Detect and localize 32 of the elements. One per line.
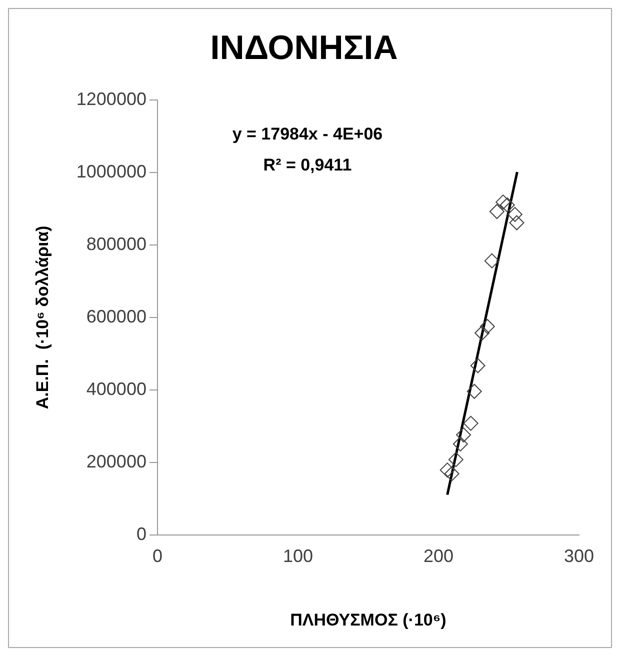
- y-axis-title: Α.Ε.Π. (·10⁶ δολλάρια): [32, 226, 52, 410]
- y-tick-label: 1000000: [76, 161, 146, 182]
- x-tick-label: 300: [564, 546, 594, 566]
- x-tick-label: 0: [152, 546, 162, 566]
- point: [456, 427, 471, 442]
- point: [466, 384, 482, 399]
- x-tick-label: 200: [423, 546, 454, 566]
- point: [480, 318, 495, 334]
- point: [489, 204, 504, 219]
- point: [452, 436, 468, 452]
- point: [496, 194, 511, 210]
- y-tick-label: 800000: [86, 234, 146, 254]
- point: [509, 215, 524, 230]
- annotation: R² = 0,9411: [263, 155, 352, 174]
- annotation: y = 17984x - 4E+06: [232, 124, 383, 144]
- point: [440, 462, 455, 478]
- chart-title: ΙΝΔΟΝΗΣΙΑ: [210, 28, 398, 67]
- point: [470, 358, 486, 374]
- y-tick-label: 400000: [86, 378, 146, 399]
- point: [444, 466, 460, 482]
- y-tick-label: 0: [136, 524, 146, 544]
- point: [484, 253, 500, 268]
- y-tick-label: 1200000: [76, 88, 146, 109]
- point: [474, 325, 490, 340]
- x-tick-label: 100: [282, 546, 314, 566]
- point: [500, 197, 515, 212]
- x-axis-title: ΠΛΗΘΥΣΜΟΣ (·10⁶): [290, 610, 446, 630]
- y-tick-label: 200000: [86, 451, 146, 472]
- point: [463, 416, 478, 431]
- y-tick-label: 600000: [86, 306, 146, 326]
- point: [448, 452, 464, 468]
- point: [507, 206, 522, 222]
